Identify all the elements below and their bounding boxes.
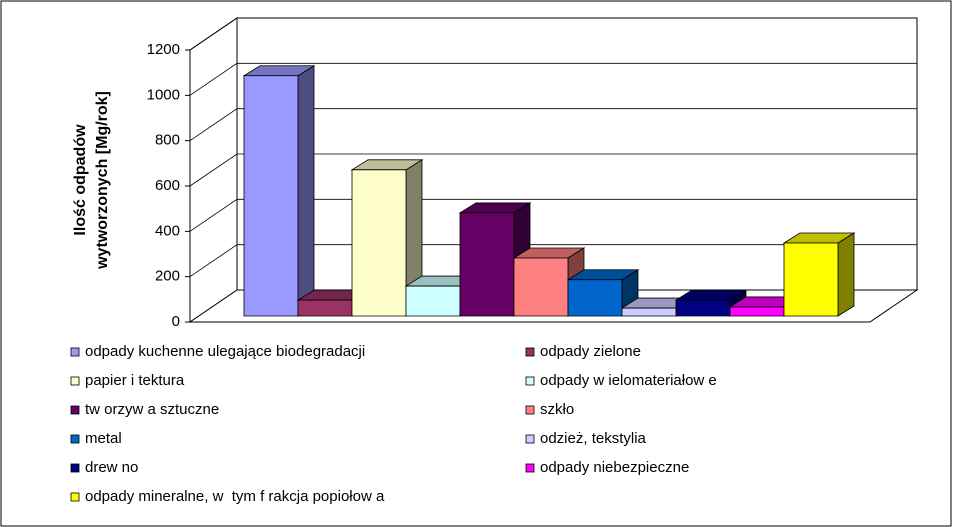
legend-swatch — [525, 376, 535, 386]
y-tick-label: 1200 — [147, 41, 180, 58]
bar-side — [297, 65, 315, 317]
legend-label: tw orzyw a sztuczne — [85, 401, 219, 418]
grid-line — [189, 244, 917, 277]
legend-label: odpady w ielomateriałow e — [540, 372, 717, 389]
bar-front — [351, 169, 407, 317]
grid-line — [189, 108, 917, 141]
y-tick-label: 800 — [155, 132, 180, 149]
legend-label: odpady kuchenne ulegające biodegradacji — [85, 343, 365, 360]
legend-swatch — [525, 347, 535, 357]
bar — [350, 159, 424, 317]
legend-swatch — [70, 492, 80, 502]
grid-line — [189, 62, 917, 96]
legend-swatch — [525, 463, 535, 473]
legend-label: drew no — [85, 459, 138, 476]
y-title-line: wytworzonych [Mg/rok] — [94, 91, 111, 270]
legend-label: metal — [85, 430, 122, 447]
legend-swatch — [70, 347, 80, 357]
legend-label: odzież, tekstylia — [540, 430, 647, 447]
y-tick-label: 600 — [155, 177, 180, 194]
bar-front — [783, 242, 839, 317]
legend-swatch — [70, 463, 80, 473]
bar-front — [243, 75, 299, 317]
grid-line — [189, 153, 917, 187]
bar-front — [729, 306, 785, 317]
legend-swatch — [525, 405, 535, 415]
y-tick-label: 0 — [172, 313, 180, 330]
grid-line — [189, 198, 917, 232]
y-title-line: Ilość odpadów — [72, 124, 89, 236]
legend-label: odpady zielone — [540, 343, 641, 360]
bar-front — [297, 299, 353, 317]
legend-swatch — [70, 376, 80, 386]
legend-label: odpady mineralne, w tym f rakcja popioło… — [85, 488, 385, 505]
y-tick-label: 1000 — [147, 86, 180, 103]
legend-swatch — [70, 434, 80, 444]
legend-swatch — [525, 434, 535, 444]
bar — [782, 232, 856, 317]
legend-label: odpady niebezpieczne — [540, 459, 689, 476]
bar-front — [405, 285, 461, 317]
grid-line — [189, 17, 917, 51]
bar-front — [675, 299, 731, 317]
legend-swatch — [70, 405, 80, 415]
bar — [242, 65, 316, 317]
y-tick-label: 400 — [155, 222, 180, 239]
legend-label: szkło — [540, 401, 574, 418]
y-tick-label: 200 — [155, 268, 180, 285]
legend-label: papier i tektura — [85, 372, 185, 389]
y-axis-title: Ilość odpadów wytworzonych [Mg/rok] — [72, 91, 111, 270]
bar-front — [567, 279, 623, 317]
bar-front — [513, 257, 569, 317]
bar-front — [459, 212, 515, 317]
bar-front — [621, 307, 677, 317]
bar — [674, 289, 748, 317]
bar-side — [837, 232, 855, 317]
